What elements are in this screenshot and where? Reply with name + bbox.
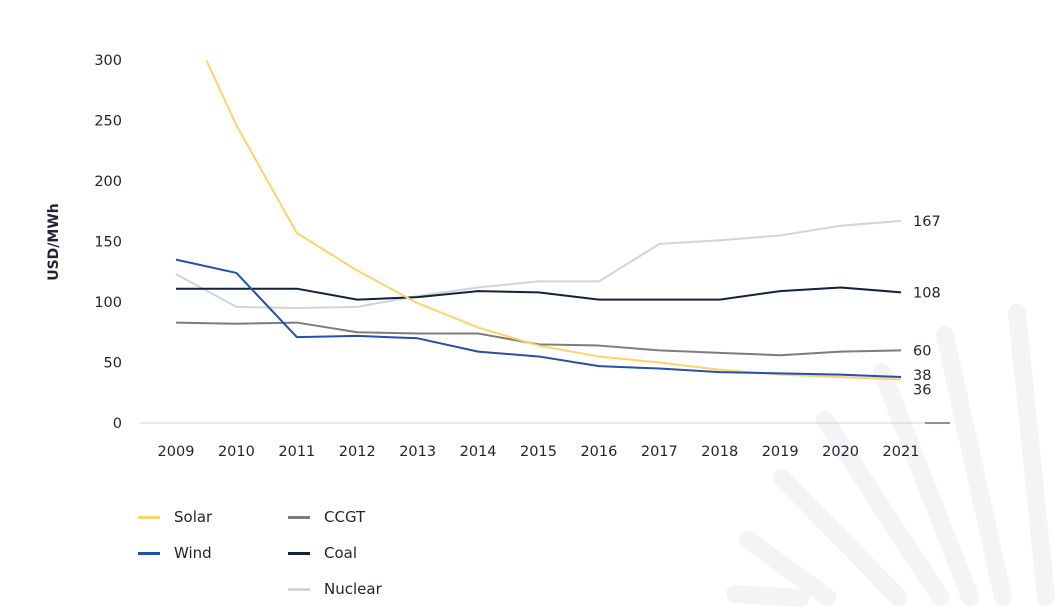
x-tick-label: 2016 — [580, 444, 617, 460]
x-tick-label: 2012 — [339, 444, 376, 460]
decorative-ray — [739, 531, 836, 606]
decorative-ray — [816, 411, 949, 606]
legend-label: Coal — [324, 544, 358, 562]
end-label-nuclear: 167 — [913, 214, 941, 230]
series-line-solar — [205, 59, 902, 381]
x-tick-label: 2014 — [460, 444, 497, 460]
decorative-ray — [726, 585, 809, 607]
legend-swatch — [288, 551, 310, 555]
decorative-ray — [873, 363, 979, 606]
x-tick-label: 2011 — [278, 444, 315, 460]
decorative-sunburst — [726, 304, 1055, 607]
legend-item-coal: Coal — [288, 544, 357, 562]
series-line-nuclear — [175, 219, 902, 310]
end-label-wind: 38 — [913, 368, 931, 384]
y-tick-label: 300 — [94, 53, 122, 69]
y-tick-label: 50 — [104, 356, 122, 372]
x-tick-label: 2009 — [158, 444, 195, 460]
y-tick-label: 250 — [94, 114, 122, 130]
legend-label: CCGT — [324, 508, 366, 526]
legend-label: Wind — [174, 544, 212, 562]
x-tick-label: 2015 — [520, 444, 557, 460]
series-line-ccgt — [175, 321, 902, 357]
x-tick-label: 2020 — [822, 444, 859, 460]
legend-item-solar: Solar — [138, 508, 212, 526]
y-tick-label: 200 — [94, 174, 122, 190]
legend-item-ccgt: CCGT — [288, 508, 365, 526]
end-label-solar: 36 — [913, 382, 931, 398]
series-line-wind — [175, 258, 902, 379]
y-tick-label: 0 — [113, 416, 122, 432]
x-tick-label: 2021 — [883, 444, 920, 460]
x-tick-label: 2013 — [399, 444, 436, 460]
x-tick-label: 2018 — [701, 444, 738, 460]
decorative-ray — [773, 469, 907, 606]
y-tick-label: 150 — [94, 235, 122, 251]
legend-swatch — [288, 515, 310, 519]
legend-swatch — [288, 587, 310, 591]
x-tick-label: 2010 — [218, 444, 255, 460]
legend-swatch — [138, 551, 160, 555]
y-axis-label: USD/MWh — [46, 203, 62, 281]
end-label-coal: 108 — [913, 285, 941, 301]
series-line-coal — [176, 286, 902, 301]
legend-label: Solar — [174, 508, 213, 526]
decorative-ray — [1008, 304, 1055, 606]
legend-label: Nuclear — [324, 580, 382, 598]
x-tick-label: 2019 — [762, 444, 799, 460]
legend-swatch — [138, 515, 160, 519]
legend-item-wind: Wind — [138, 544, 212, 562]
x-tick-label: 2017 — [641, 444, 678, 460]
decorative-ray — [936, 326, 1012, 606]
end-label-ccgt: 60 — [913, 343, 931, 359]
y-tick-label: 100 — [94, 295, 122, 311]
legend-item-nuclear: Nuclear — [288, 580, 382, 598]
